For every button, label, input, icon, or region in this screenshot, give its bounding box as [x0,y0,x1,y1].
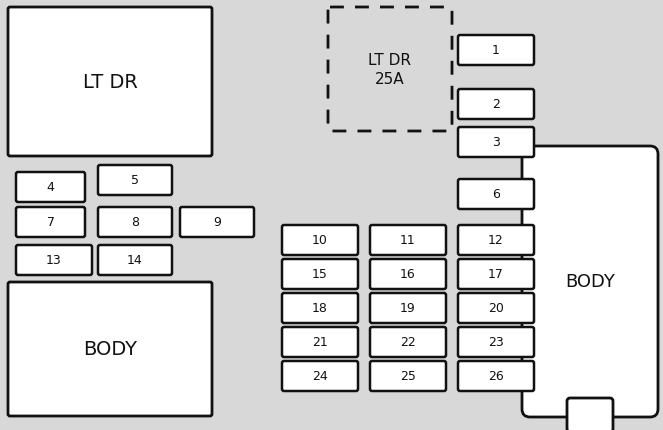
FancyBboxPatch shape [458,225,534,255]
Text: 17: 17 [488,268,504,281]
FancyBboxPatch shape [370,361,446,391]
FancyBboxPatch shape [282,327,358,357]
FancyBboxPatch shape [8,8,212,157]
FancyBboxPatch shape [370,259,446,289]
FancyBboxPatch shape [8,283,212,416]
Text: 14: 14 [127,254,143,267]
FancyBboxPatch shape [458,90,534,120]
Text: BODY: BODY [83,340,137,359]
Text: 4: 4 [46,181,54,194]
FancyBboxPatch shape [370,293,446,323]
FancyBboxPatch shape [458,293,534,323]
FancyBboxPatch shape [282,259,358,289]
FancyBboxPatch shape [458,327,534,357]
FancyBboxPatch shape [458,36,534,66]
FancyBboxPatch shape [98,208,172,237]
Text: 11: 11 [400,234,416,247]
Text: 6: 6 [492,188,500,201]
Text: 2: 2 [492,98,500,111]
Text: BODY: BODY [565,273,615,291]
FancyBboxPatch shape [522,147,658,417]
FancyBboxPatch shape [458,128,534,158]
FancyBboxPatch shape [567,398,613,430]
FancyBboxPatch shape [458,180,534,209]
FancyBboxPatch shape [458,259,534,289]
Text: 13: 13 [46,254,62,267]
Text: LT DR: LT DR [83,73,137,92]
FancyBboxPatch shape [16,208,85,237]
Text: 23: 23 [488,336,504,349]
Text: 25: 25 [400,370,416,383]
FancyBboxPatch shape [370,327,446,357]
Text: 9: 9 [213,216,221,229]
FancyBboxPatch shape [370,225,446,255]
Text: 24: 24 [312,370,328,383]
FancyBboxPatch shape [180,208,254,237]
FancyBboxPatch shape [16,246,92,275]
FancyBboxPatch shape [328,8,452,132]
FancyBboxPatch shape [282,225,358,255]
Text: 19: 19 [400,302,416,315]
FancyBboxPatch shape [458,361,534,391]
FancyBboxPatch shape [282,293,358,323]
Text: 10: 10 [312,234,328,247]
Text: 16: 16 [400,268,416,281]
Text: 21: 21 [312,336,328,349]
Text: 5: 5 [131,174,139,187]
Text: 12: 12 [488,234,504,247]
Text: 1: 1 [492,44,500,57]
Text: 22: 22 [400,336,416,349]
Text: 15: 15 [312,268,328,281]
Text: 20: 20 [488,302,504,315]
Text: 8: 8 [131,216,139,229]
Text: 18: 18 [312,302,328,315]
FancyBboxPatch shape [98,166,172,196]
FancyBboxPatch shape [98,246,172,275]
FancyBboxPatch shape [282,361,358,391]
Text: LT DR
25A: LT DR 25A [369,52,412,87]
Text: 7: 7 [46,216,54,229]
FancyBboxPatch shape [16,172,85,203]
Text: 26: 26 [488,370,504,383]
Text: 3: 3 [492,136,500,149]
